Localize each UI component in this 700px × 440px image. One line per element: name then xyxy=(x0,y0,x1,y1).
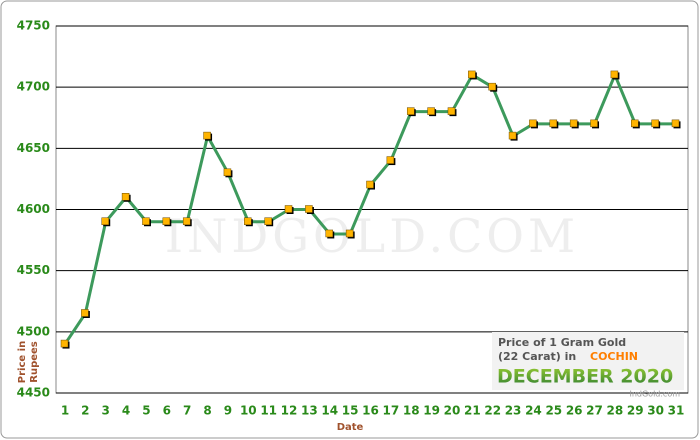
marker xyxy=(345,229,354,238)
x-tick-label: 22 xyxy=(484,404,501,418)
marker xyxy=(305,205,313,213)
x-tick-label: 29 xyxy=(627,404,644,418)
marker xyxy=(508,131,517,140)
marker xyxy=(427,107,435,115)
marker xyxy=(569,119,578,128)
annotation-line: (22 Carat) in xyxy=(498,350,576,363)
y-tick-label: 4650 xyxy=(17,141,50,155)
x-tick-label: 10 xyxy=(240,404,257,418)
annotation-city: COCHIN xyxy=(590,350,638,363)
marker xyxy=(447,107,456,115)
marker xyxy=(529,119,537,128)
marker xyxy=(488,82,496,91)
marker xyxy=(203,131,211,140)
marker xyxy=(386,156,395,164)
x-tick-label: 8 xyxy=(203,404,211,418)
marker xyxy=(549,119,558,128)
x-tick-label: 12 xyxy=(281,404,298,418)
x-tick-label: 16 xyxy=(362,404,379,418)
x-tick-label: 28 xyxy=(607,404,624,418)
y-tick-label: 4700 xyxy=(17,80,50,94)
x-tick-label: 7 xyxy=(183,404,191,418)
x-tick-label: 1 xyxy=(61,404,69,418)
marker xyxy=(406,107,415,115)
x-tick-label: 20 xyxy=(444,404,461,418)
annotation-line: Price of 1 Gram Gold xyxy=(498,336,626,349)
marker xyxy=(590,119,598,128)
y-tick-label: 4450 xyxy=(17,386,50,400)
x-tick-label: 9 xyxy=(224,404,232,418)
marker xyxy=(81,309,89,317)
x-tick-label: 23 xyxy=(505,404,522,418)
x-tick-label: 5 xyxy=(142,404,150,418)
x-tick-label: 30 xyxy=(647,404,664,418)
marker xyxy=(60,339,69,348)
marker xyxy=(325,229,334,238)
marker xyxy=(162,217,171,225)
marker xyxy=(244,217,252,225)
marker xyxy=(142,217,150,225)
marker xyxy=(284,205,293,213)
annotation-box xyxy=(492,332,684,390)
y-tick-label: 4750 xyxy=(17,19,50,33)
x-tick-label: 13 xyxy=(301,404,318,418)
marker xyxy=(651,119,659,128)
x-tick-label: 19 xyxy=(423,404,440,418)
x-tick-label: 14 xyxy=(321,404,338,418)
x-tick-label: 26 xyxy=(566,404,583,418)
x-tick-label: 3 xyxy=(102,404,110,418)
y-axis-label: Price in Rupees xyxy=(17,341,40,383)
marker xyxy=(223,168,232,177)
marker xyxy=(468,70,476,79)
annotation-month: DECEMBER 2020 xyxy=(497,366,673,388)
x-tick-label: 17 xyxy=(383,404,400,418)
grid xyxy=(56,25,688,394)
x-tick-label: 31 xyxy=(668,404,685,418)
marker xyxy=(121,193,130,201)
x-tick-label: 27 xyxy=(586,404,603,418)
marker xyxy=(671,119,680,128)
watermark: INDGOLD.COM xyxy=(165,209,579,263)
marker xyxy=(366,180,374,189)
x-tick-label: 21 xyxy=(464,404,481,418)
y-label-line: Price in xyxy=(17,341,28,383)
marker xyxy=(101,217,109,225)
x-tick-label: 18 xyxy=(403,404,420,418)
x-tick-label: 24 xyxy=(525,404,542,418)
y-tick-label: 4550 xyxy=(17,263,50,277)
x-tick-label: 25 xyxy=(545,404,562,418)
x-tick-label: 15 xyxy=(342,404,359,418)
x-tick-label: 2 xyxy=(81,404,89,418)
y-tick-label: 4600 xyxy=(17,202,50,216)
x-tick-label: 11 xyxy=(260,404,277,418)
marker xyxy=(631,119,639,128)
y-label-line: Rupees xyxy=(29,341,40,383)
marker xyxy=(264,217,272,225)
plot xyxy=(60,70,681,349)
y-tick-label: 4500 xyxy=(17,324,50,338)
x-tick-label: 6 xyxy=(163,404,171,418)
x-axis-label: Date xyxy=(337,422,364,433)
marker xyxy=(610,70,619,79)
annotation-source: IndGold.com xyxy=(629,390,680,399)
marker xyxy=(182,217,191,225)
x-tick-label: 4 xyxy=(122,404,130,418)
